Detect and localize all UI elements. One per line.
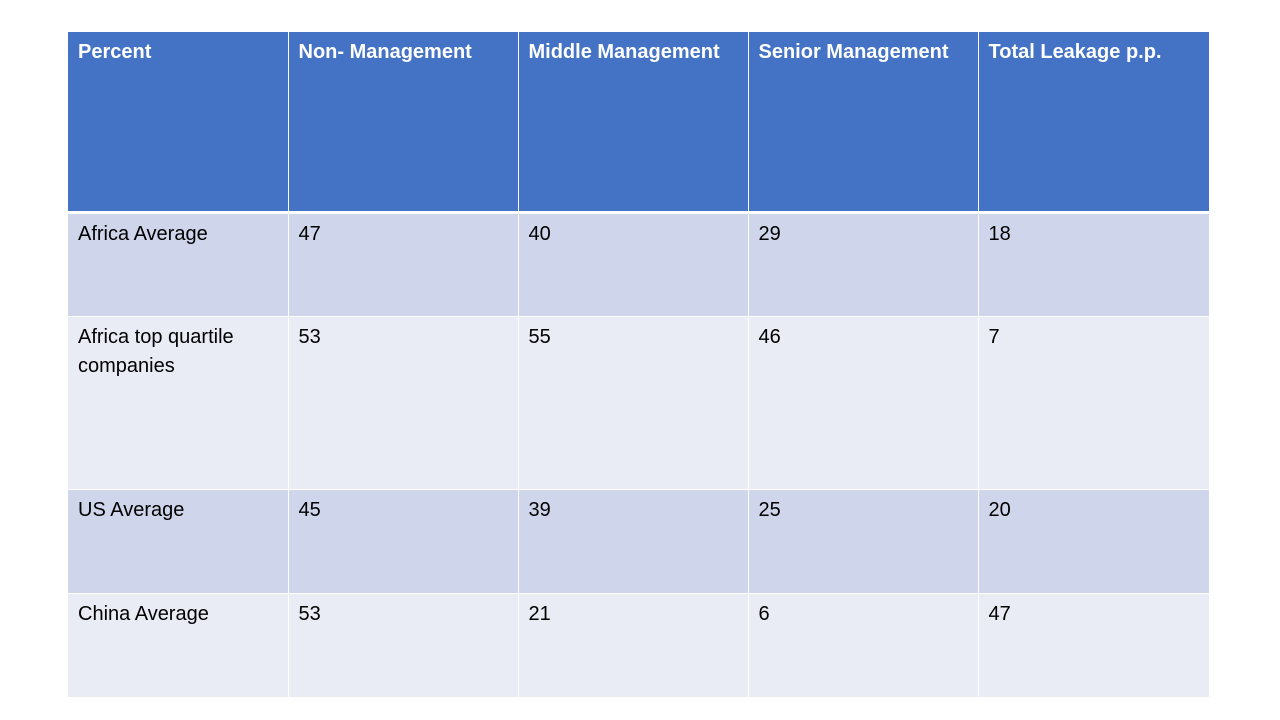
- table-cell: 55: [517, 315, 749, 489]
- table-cell: 21: [517, 592, 749, 697]
- table-header-row: Percent Non- Management Middle Managemen…: [68, 32, 1209, 214]
- table-cell: 40: [517, 211, 749, 316]
- table-row: China Average 53 21 6 47: [68, 592, 1209, 697]
- table-cell: 7: [977, 315, 1209, 489]
- table-cell: 29: [747, 211, 979, 316]
- row-label-cell: Africa top quartile companies: [68, 315, 289, 489]
- table-cell: 47: [977, 592, 1209, 697]
- table-cell: 47: [287, 211, 519, 316]
- table-cell: 18: [977, 211, 1209, 316]
- table-row: US Average 45 39 25 20: [68, 488, 1209, 593]
- header-total-leakage: Total Leakage p.p.: [977, 32, 1209, 214]
- row-label-cell: US Average: [68, 488, 289, 593]
- table-cell: 53: [287, 592, 519, 697]
- header-percent: Percent: [68, 32, 289, 214]
- table-cell: 25: [747, 488, 979, 593]
- table-row: Africa top quartile companies 53 55 46 7: [68, 315, 1209, 489]
- row-label-cell: China Average: [68, 592, 289, 697]
- table-cell: 53: [287, 315, 519, 489]
- table-cell: 20: [977, 488, 1209, 593]
- header-non-management: Non- Management: [287, 32, 519, 214]
- row-label-cell: Africa Average: [68, 211, 289, 316]
- table-cell: 6: [747, 592, 979, 697]
- header-middle-management: Middle Management: [517, 32, 749, 214]
- table-cell: 39: [517, 488, 749, 593]
- header-senior-management: Senior Management: [747, 32, 979, 214]
- table-cell: 45: [287, 488, 519, 593]
- table-row: Africa Average 47 40 29 18: [68, 211, 1209, 316]
- leakage-table: Percent Non- Management Middle Managemen…: [68, 32, 1209, 697]
- table-cell: 46: [747, 315, 979, 489]
